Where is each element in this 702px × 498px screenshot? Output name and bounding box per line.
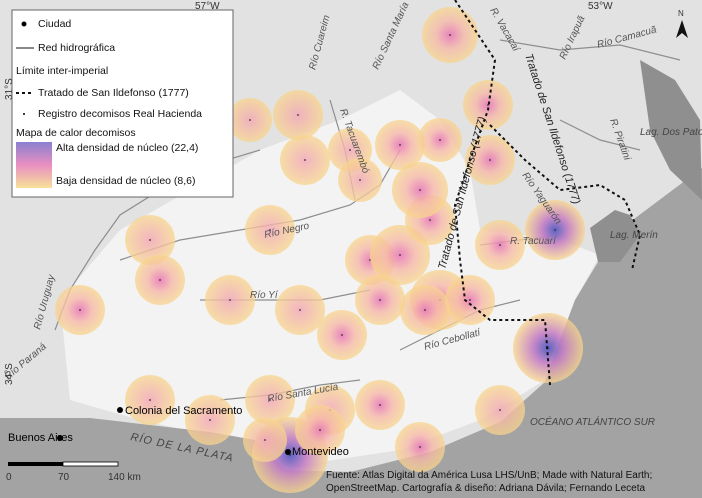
record-point bbox=[229, 299, 231, 301]
record-point bbox=[297, 114, 299, 116]
source: OpenStreetMap. Cartografía & diseño: Adr… bbox=[326, 483, 646, 494]
record-point bbox=[429, 219, 431, 221]
legend-label: Alta densidad de núcleo (22,4) bbox=[56, 142, 198, 154]
record-point bbox=[554, 229, 556, 231]
river-label: Río Yí bbox=[250, 290, 279, 301]
city-label: Montevideo bbox=[292, 446, 349, 458]
north-label: N bbox=[678, 9, 684, 18]
record-point bbox=[159, 279, 161, 281]
record-point bbox=[424, 309, 426, 311]
scale-bar bbox=[8, 462, 63, 466]
legend-label: Tratado de San Ildefonso (1777) bbox=[38, 87, 189, 99]
uruguay bbox=[60, 90, 600, 465]
city bbox=[117, 407, 123, 413]
record-point bbox=[379, 299, 381, 301]
heatmap bbox=[55, 7, 585, 493]
record-point bbox=[149, 399, 151, 401]
river-label: R. Tacuarí bbox=[510, 236, 557, 247]
scale-bar bbox=[62, 461, 119, 467]
record-point bbox=[264, 439, 266, 441]
graticule-label: 57°W bbox=[195, 1, 220, 12]
record-point bbox=[209, 419, 211, 421]
legend-symbol bbox=[21, 21, 27, 27]
legend-label: Red hidrográfica bbox=[38, 42, 115, 54]
legend-label: Registro decomisos Real Hacienda bbox=[38, 108, 202, 120]
record-point bbox=[319, 429, 321, 431]
record-point bbox=[304, 159, 306, 161]
lagoon bbox=[640, 60, 702, 200]
graticule-label: 31°S bbox=[4, 78, 15, 100]
legend-ramp bbox=[16, 142, 52, 188]
record-point bbox=[489, 159, 491, 161]
north-arrow: N bbox=[676, 9, 688, 38]
record-point bbox=[149, 239, 151, 241]
record-point bbox=[379, 404, 381, 406]
treaty-line bbox=[453, 0, 551, 386]
river bbox=[219, 379, 361, 401]
record-point bbox=[439, 139, 441, 141]
record-point bbox=[249, 119, 251, 121]
record-point bbox=[499, 244, 501, 246]
legend-label: Mapa de calor decomisos bbox=[16, 127, 136, 139]
legend: Ciudad Red hidrográfica Límite inter-imp… bbox=[11, 9, 234, 198]
river bbox=[559, 119, 641, 151]
city-label: Buenos Aires bbox=[8, 432, 73, 444]
record-point bbox=[299, 309, 301, 311]
graticule-label: 34°S bbox=[4, 363, 15, 385]
record-point bbox=[469, 299, 471, 301]
record-point bbox=[341, 334, 343, 336]
record-point bbox=[487, 104, 489, 106]
water-label: OCÉANO ATLÁNTICO SUR bbox=[530, 415, 655, 428]
water-label: Lag. Dos Patos bbox=[640, 127, 702, 138]
water-label: Lag. Merín bbox=[610, 230, 658, 241]
record-point bbox=[419, 446, 421, 448]
record-point bbox=[399, 254, 401, 256]
legend-label: Ciudad bbox=[38, 18, 71, 30]
record-point bbox=[269, 399, 271, 401]
record-point bbox=[499, 409, 501, 411]
ocean bbox=[0, 168, 702, 498]
scale-label: 140 km bbox=[108, 472, 141, 483]
treaty-line bbox=[489, 124, 642, 271]
record-point bbox=[359, 179, 361, 181]
scale-bar: 0 70 140 km bbox=[6, 461, 141, 483]
legend-label: Baja densidad de núcleo (8,6) bbox=[56, 175, 196, 187]
scale-label: 70 bbox=[58, 472, 70, 483]
legend-label: Límite inter-imperial bbox=[16, 65, 108, 77]
city-label: Colonia del Sacramento bbox=[125, 405, 242, 417]
lagoon bbox=[590, 210, 640, 262]
record-point bbox=[419, 189, 421, 191]
city bbox=[57, 435, 63, 441]
river bbox=[499, 39, 681, 61]
scale-label: 0 bbox=[6, 472, 12, 483]
record-point bbox=[449, 34, 451, 36]
cities bbox=[57, 407, 291, 455]
record-point bbox=[79, 309, 81, 311]
city bbox=[285, 449, 291, 455]
record-point bbox=[269, 229, 271, 231]
treaty-line bbox=[453, 0, 642, 386]
record-point bbox=[399, 144, 401, 146]
record-point bbox=[349, 149, 351, 151]
graticule-label: 53°W bbox=[588, 1, 613, 12]
legend-symbol bbox=[23, 113, 25, 115]
source: Fuente: Atlas Digital da América Lusa LH… bbox=[326, 470, 652, 481]
north-arrow bbox=[676, 20, 688, 38]
